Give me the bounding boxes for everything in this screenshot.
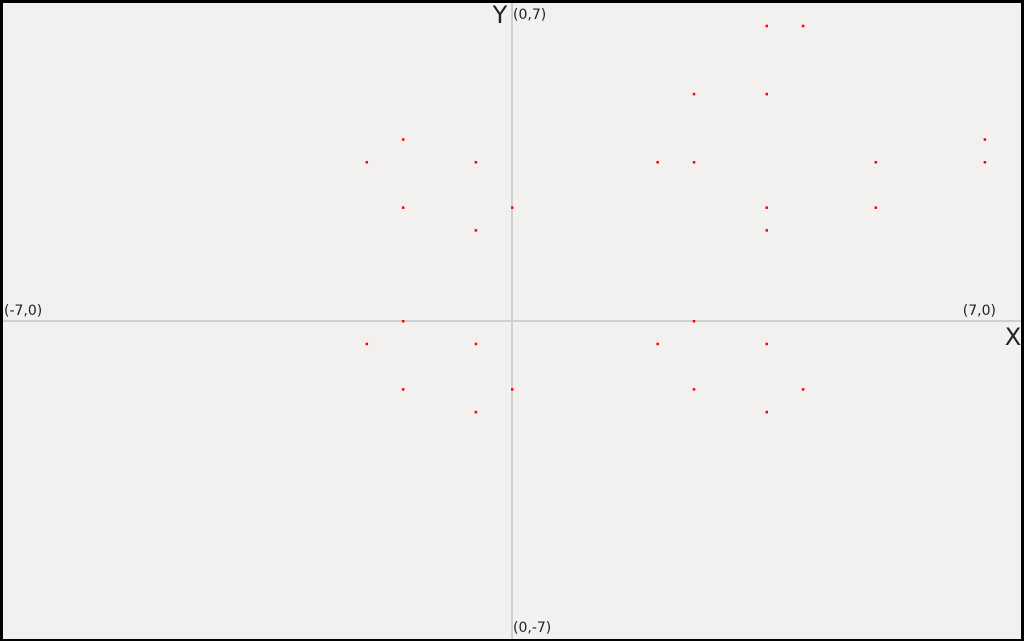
x-tick-label: (-7,0): [4, 303, 42, 319]
point: [365, 342, 369, 346]
point: [401, 388, 405, 391]
point: [692, 388, 696, 391]
point: [474, 229, 478, 232]
x-axis-label: X: [1005, 323, 1021, 351]
point: [511, 206, 514, 209]
point: [983, 161, 987, 164]
point: [401, 138, 405, 141]
point: [656, 342, 659, 346]
point: [474, 410, 478, 414]
point: [765, 229, 768, 232]
point: [801, 388, 805, 391]
y-tick-label: (0,-7): [513, 620, 551, 636]
point: [401, 320, 405, 323]
point: [511, 388, 514, 391]
point: [692, 92, 696, 96]
y-axis-label: Y: [492, 1, 508, 29]
point: [656, 161, 659, 164]
point: [401, 206, 405, 209]
point: [474, 342, 478, 346]
point: [692, 161, 696, 164]
point: [474, 161, 478, 164]
x-tick-label: (7,0): [963, 303, 996, 319]
point: [765, 206, 768, 209]
y-tick-label: (0,7): [513, 7, 546, 23]
point: [983, 138, 987, 141]
point: [765, 24, 768, 28]
point: [874, 161, 878, 164]
point: [765, 342, 768, 346]
point: [801, 24, 805, 28]
point: [365, 161, 369, 164]
point: [765, 92, 768, 96]
point: [874, 206, 878, 209]
point: [765, 410, 768, 414]
point: [692, 320, 696, 323]
